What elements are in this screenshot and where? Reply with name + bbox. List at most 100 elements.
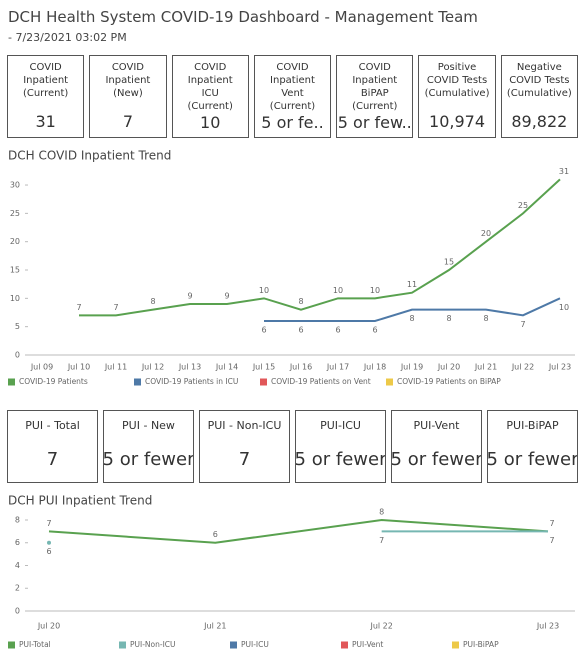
data-label: 7 [549, 536, 554, 545]
series-line [264, 297, 561, 323]
kpi-card: PUI-Vent 5 or fewer [391, 410, 482, 483]
kpi-value: 5 or fewer [103, 449, 194, 470]
data-label: 31 [559, 167, 569, 176]
data-label: 6 [298, 326, 303, 335]
kpi-label: PUI-Vent [413, 419, 460, 432]
kpi-label: PUI-ICU [320, 419, 361, 432]
y-tick-label: 20 [10, 237, 20, 246]
pui-chart: DCH PUI Inpatient Trend 0 2 4 6 8 Jul 20 Jul 21… [8, 494, 575, 649]
y-tick-label: 4 [15, 561, 20, 570]
data-label: 7 [520, 320, 525, 329]
inpatient-chart: DCH COVID Inpatient Trend 0 5 10 15 20 25 30 Jul… [8, 149, 575, 386]
kpi-label: PUI-BiPAP [506, 419, 559, 432]
kpi-value: 89,822 [511, 112, 568, 131]
kpi-value: 5 or fe.. [261, 113, 324, 132]
series-line [79, 178, 561, 317]
y-tick-label: 30 [10, 181, 20, 190]
kpi-value: 5 or few.. [337, 113, 412, 132]
data-label: 6 [372, 326, 377, 335]
kpi-label: COVID Inpatient BiPAP (Current) [352, 62, 398, 112]
kpi-label: Positive COVID Tests (Cumulative) [424, 62, 490, 99]
x-tick-label: Jul 23 [548, 363, 571, 372]
legend-swatch [386, 378, 393, 386]
kpi-card: PUI - New 5 or fewer [103, 410, 194, 483]
data-label: 7 [549, 519, 554, 528]
y-tick-label: 5 [15, 322, 20, 331]
x-tick-label: Jul 13 [178, 363, 201, 372]
data-label: 11 [407, 280, 417, 289]
y-tick-label: 2 [15, 584, 20, 593]
data-label: 7 [76, 303, 81, 312]
kpi-card: COVID Inpatient (Current) 31 [7, 55, 85, 138]
y-tick-label: 8 [15, 515, 20, 524]
data-label: 8 [409, 314, 414, 323]
data-label: 6 [335, 326, 340, 335]
data-label: 15 [444, 258, 454, 267]
data-label: 8 [379, 507, 384, 516]
kpi-value: 7 [122, 112, 134, 131]
data-label: 8 [446, 314, 451, 323]
kpi-label: PUI - Total [25, 419, 80, 432]
x-tick-label: Jul 10 [67, 363, 90, 372]
kpi-card: COVID Inpatient ICU (Current) 10 [171, 55, 249, 138]
kpi-card: COVID Inpatient (New) 7 [89, 55, 167, 138]
kpi-value: 10,974 [429, 112, 486, 131]
legend-label: COVID-19 Patients on Vent [271, 377, 371, 386]
x-tick-label: Jul 18 [363, 363, 386, 372]
kpi-value: 5 or fewer [391, 449, 482, 470]
y-tick-label: 0 [15, 607, 20, 616]
kpi-label: COVID Inpatient (Current) [22, 62, 69, 99]
x-tick-label: Jul 17 [326, 363, 349, 372]
kpi-value: 31 [35, 112, 56, 131]
legend-swatch [8, 641, 15, 649]
y-tick-label: 6 [15, 538, 20, 547]
x-tick-label: Jul 20 [37, 622, 60, 631]
x-tick-label: Jul 15 [252, 363, 275, 372]
data-label: 20 [481, 229, 491, 238]
kpi-value: 7 [238, 449, 251, 470]
legend-swatch [230, 641, 237, 649]
data-label: 8 [150, 297, 155, 306]
x-tick-label: Jul 22 [511, 363, 534, 372]
dashboard-subtitle: - 7/23/2021 03:02 PM [8, 31, 127, 44]
data-label: 9 [224, 292, 229, 301]
data-label: 8 [483, 314, 488, 323]
kpi-card: COVID Inpatient Vent (Current) 5 or fe.. [253, 55, 332, 138]
legend-swatch [341, 641, 348, 649]
x-tick-label: Jul 12 [141, 363, 164, 372]
data-label: 10 [370, 286, 380, 295]
kpi-card: PUI-BiPAP 5 or fewer [487, 410, 578, 483]
x-tick-label: Jul 21 [474, 363, 497, 372]
legend-label: PUI-Non-ICU [130, 640, 176, 649]
data-label: 7 [379, 536, 384, 545]
x-tick-label: Jul 21 [203, 622, 226, 631]
legend-swatch [260, 378, 267, 386]
pui-row: PUI - Total 7 PUI - New 5 or fewer PUI - Non… [7, 410, 578, 483]
legend-label: PUI-ICU [241, 640, 269, 649]
kpi-card: Negative COVID Tests (Cumulative) 89,822 [500, 55, 578, 138]
legend-label: PUI-Total [19, 640, 51, 649]
legend-label: COVID-19 Patients [19, 377, 88, 386]
legend-swatch [134, 378, 141, 386]
kpi-label: Negative COVID Tests (Cumulative) [506, 62, 572, 99]
data-label: 7 [46, 519, 51, 528]
data-label: 6 [261, 326, 266, 335]
line-point [47, 540, 51, 545]
data-label: 10 [559, 303, 569, 312]
series-line [48, 518, 549, 544]
kpi-label: PUI - Non-ICU [207, 419, 282, 432]
kpi-value: 7 [46, 449, 59, 470]
y-tick-label: 15 [10, 266, 20, 275]
x-tick-label: Jul 22 [369, 622, 392, 631]
data-label: 8 [298, 297, 303, 306]
kpi-label: COVID Inpatient ICU (Current) [187, 62, 233, 112]
kpi-row: COVID Inpatient (Current) 31 COVID Inpatie… [7, 55, 578, 138]
data-label: 9 [187, 292, 192, 301]
data-label: 10 [333, 286, 343, 295]
legend-swatch [8, 378, 15, 386]
chart-title: DCH PUI Inpatient Trend [8, 494, 152, 508]
y-tick-label: 10 [10, 294, 20, 303]
kpi-card: PUI-ICU 5 or fewer [295, 410, 386, 483]
x-tick-label: Jul 19 [400, 363, 423, 372]
kpi-value: 10 [200, 113, 221, 132]
